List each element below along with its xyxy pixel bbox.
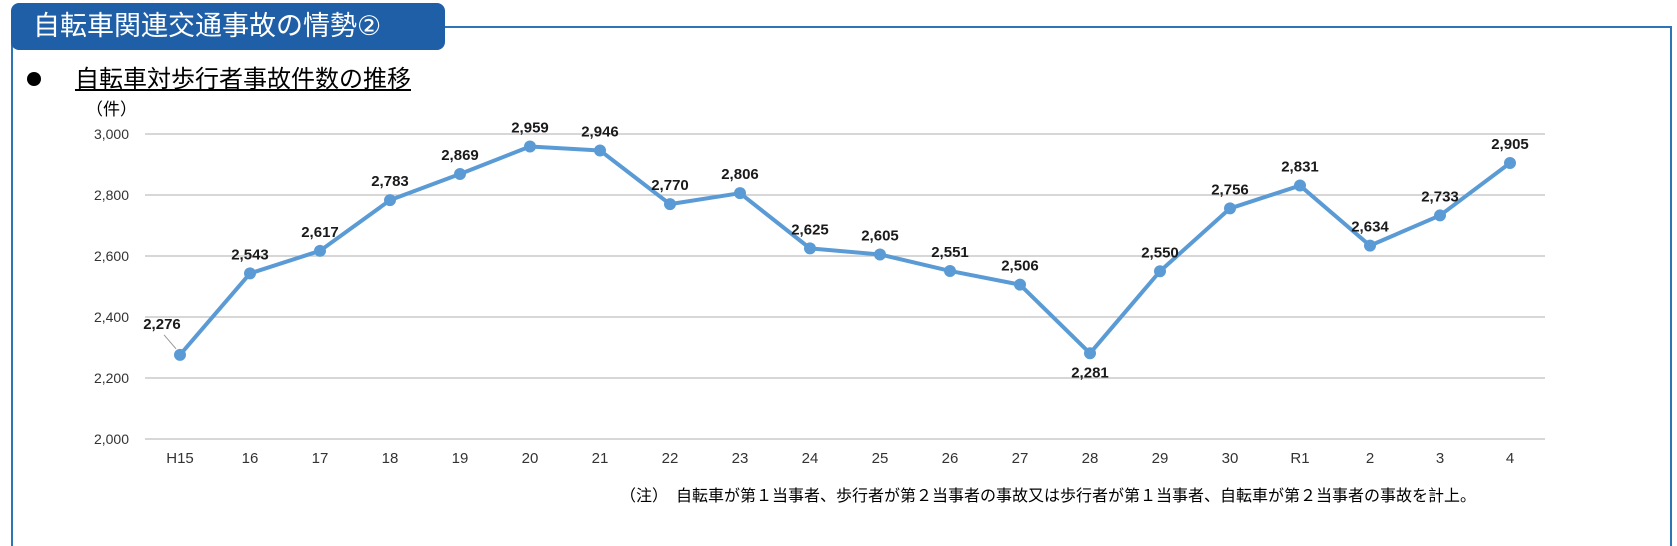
data-label: 2,806 (721, 166, 759, 183)
content-frame (11, 26, 1672, 546)
data-point (734, 187, 746, 200)
data-label: 2,946 (581, 123, 619, 140)
bullet-icon (27, 72, 41, 86)
chart-subtitle: 自転車対歩行者事故件数の推移 (75, 65, 411, 93)
x-tick-label: 20 (522, 450, 539, 467)
data-point (244, 267, 256, 280)
y-tick-label: 2,200 (94, 370, 129, 386)
data-label: 2,617 (301, 224, 339, 241)
data-label-leader (163, 334, 177, 350)
data-label: 2,625 (791, 221, 829, 238)
x-tick-label: 3 (1436, 450, 1444, 467)
y-tick-label: 2,800 (94, 187, 129, 203)
y-tick-label: 3,000 (94, 126, 129, 142)
data-label: 2,869 (441, 147, 479, 164)
data-label: 2,905 (1491, 136, 1529, 153)
x-tick-label: R1 (1290, 450, 1309, 467)
data-point (1084, 347, 1096, 360)
data-point (1294, 179, 1306, 192)
data-point (664, 198, 676, 211)
data-label: 2,551 (931, 244, 969, 261)
x-tick-label: 2 (1366, 450, 1374, 467)
data-label: 2,543 (231, 246, 269, 263)
data-label: 2,281 (1071, 364, 1109, 381)
x-tick-label: 17 (312, 450, 329, 467)
x-tick-label: 24 (802, 450, 819, 467)
x-tick-label: 16 (242, 450, 259, 467)
data-point (594, 144, 606, 157)
data-point (874, 248, 886, 261)
x-tick-label: 25 (872, 450, 889, 467)
x-tick-label: 21 (592, 450, 609, 467)
data-point (1504, 156, 1516, 169)
data-point (314, 244, 326, 257)
x-tick-label: 30 (1222, 450, 1239, 467)
x-tick-label: 27 (1012, 450, 1029, 467)
x-tick-label: 26 (942, 450, 959, 467)
y-tick-label: 2,400 (94, 309, 129, 325)
data-point (1154, 265, 1166, 278)
x-tick-label: H15 (166, 450, 194, 467)
data-label: 2,733 (1421, 188, 1459, 205)
title-tab: 自転車関連交通事故の情勢② (11, 3, 445, 50)
data-label: 2,276 (143, 316, 181, 333)
series-line (178, 144, 1512, 357)
data-point (1224, 202, 1236, 215)
data-label: 2,959 (511, 120, 549, 137)
x-tick-label: 29 (1152, 450, 1169, 467)
line-chart: 2,000 2,200 2,400 2,600 2,800 3,000 H15 16 17 18 1… (94, 120, 1545, 467)
y-tick-label: 2,000 (94, 431, 129, 447)
x-tick-label: 19 (452, 450, 469, 467)
data-point (384, 194, 396, 207)
data-label: 2,634 (1351, 219, 1389, 236)
y-axis-unit: （件） (86, 100, 137, 120)
x-tick-label: 23 (732, 450, 749, 467)
x-tick-label: 18 (382, 450, 399, 467)
data-label: 2,783 (371, 173, 409, 190)
data-label: 2,831 (1281, 159, 1319, 176)
x-tick-label: 28 (1082, 450, 1099, 467)
data-point (1014, 278, 1026, 291)
data-point (1364, 239, 1376, 252)
data-point (944, 264, 956, 277)
data-label: 2,605 (861, 227, 899, 244)
page-title: 自転車関連交通事故の情勢② (33, 11, 382, 42)
data-label: 2,550 (1141, 244, 1179, 261)
data-label: 2,506 (1001, 258, 1039, 275)
data-point (454, 167, 466, 180)
data-label: 2,770 (651, 177, 689, 194)
data-point (524, 140, 536, 153)
data-label: 2,756 (1211, 181, 1249, 198)
x-tick-label: 22 (662, 450, 679, 467)
data-point (174, 348, 186, 361)
x-tick-label: 4 (1506, 450, 1514, 467)
data-point (804, 242, 816, 255)
y-tick-label: 2,600 (94, 248, 129, 264)
footnote: （注） 自転車が第１当事者、歩行者が第２当事者の事故又は歩行者が第１当事者、自転… (620, 486, 1477, 505)
data-point (1434, 209, 1446, 222)
